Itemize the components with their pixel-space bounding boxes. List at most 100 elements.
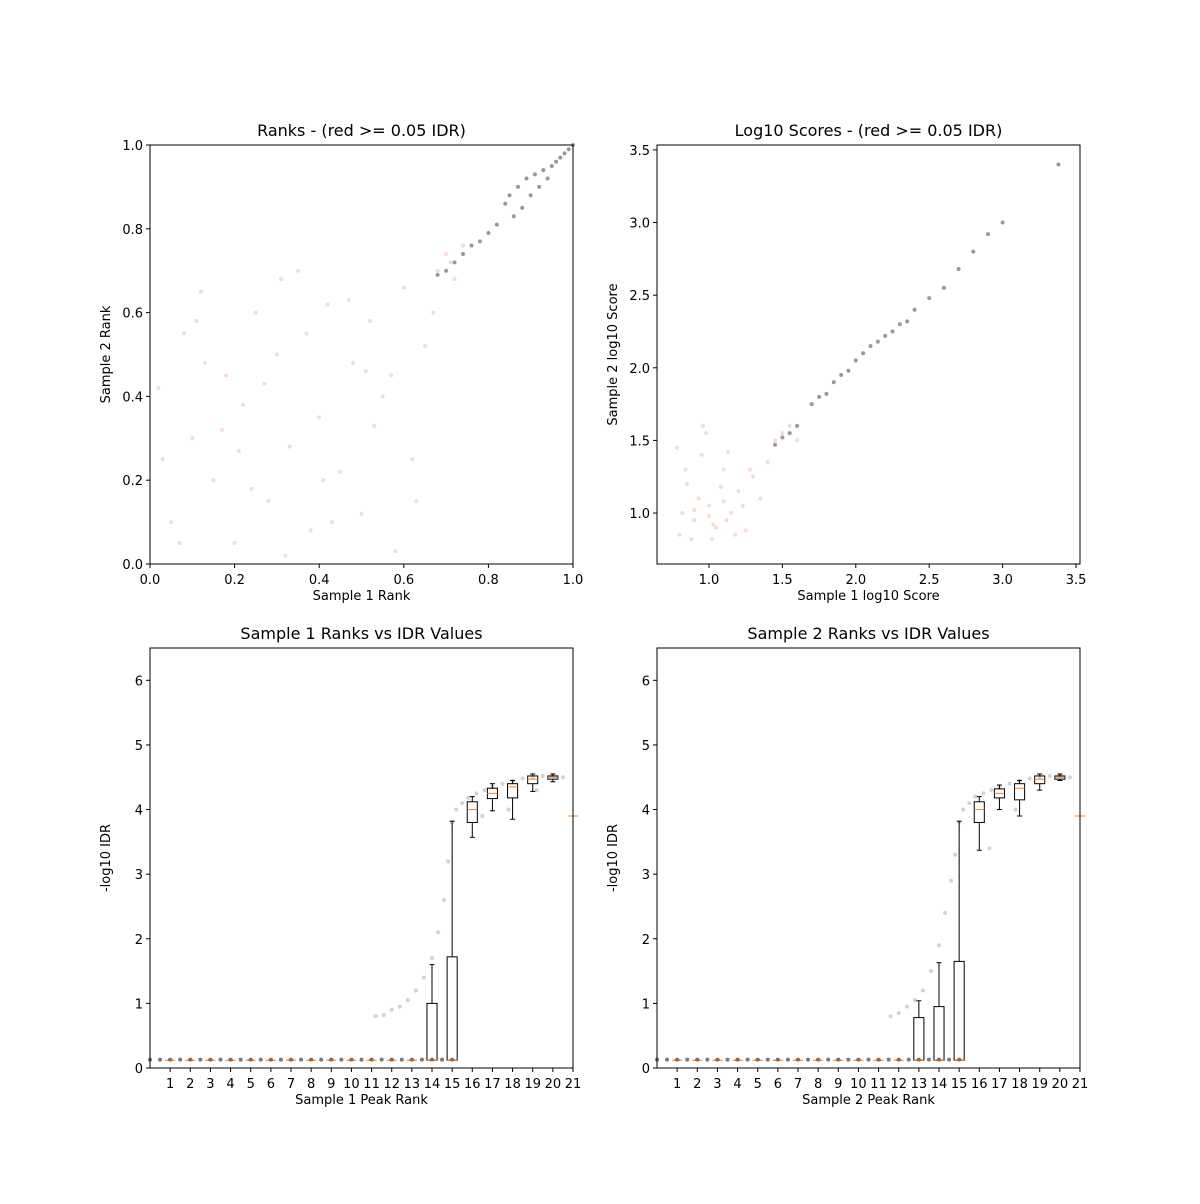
x-tick-label: 2 <box>186 1077 194 1092</box>
point <box>709 537 714 542</box>
x-tick-label: 15 <box>951 1077 968 1092</box>
point <box>912 998 917 1003</box>
point <box>824 391 829 396</box>
point <box>329 520 334 525</box>
y-tick-label: 2.5 <box>629 289 650 304</box>
point <box>309 1057 314 1062</box>
point <box>971 249 976 254</box>
x-axis-label: Sample 1 Peak Rank <box>295 1093 428 1108</box>
x-tick-label: 19 <box>1031 1077 1048 1092</box>
point <box>705 1057 710 1062</box>
x-tick-label: 11 <box>363 1077 380 1092</box>
point <box>232 541 237 546</box>
point <box>711 522 716 527</box>
point <box>537 184 542 189</box>
point <box>532 172 537 177</box>
point <box>160 457 165 462</box>
point <box>735 1057 740 1062</box>
box <box>527 775 539 785</box>
point <box>809 402 814 407</box>
x-tick-label: 6 <box>267 1077 275 1092</box>
point <box>317 415 322 420</box>
point <box>369 1057 374 1062</box>
point <box>927 296 932 301</box>
point <box>224 373 229 378</box>
point <box>413 988 418 993</box>
point <box>558 155 563 160</box>
point <box>765 1057 770 1062</box>
y-tick-label: 1 <box>642 997 650 1012</box>
x-tick-label: 4 <box>733 1077 741 1092</box>
point <box>725 1057 730 1062</box>
point <box>486 230 491 235</box>
x-tick-label: 14 <box>424 1077 441 1092</box>
x-tick-label: 13 <box>404 1077 421 1092</box>
point <box>695 1057 700 1062</box>
box <box>446 956 458 1061</box>
x-tick-label: 0.8 <box>478 573 499 588</box>
y-tick-label: 0.0 <box>122 558 143 573</box>
point <box>689 537 694 542</box>
point <box>985 232 990 237</box>
point <box>520 205 525 210</box>
point <box>474 791 479 796</box>
point <box>436 930 441 935</box>
point <box>168 1057 173 1062</box>
y-tick-label: 4 <box>642 804 650 819</box>
point <box>211 478 216 483</box>
point <box>248 1057 253 1062</box>
x-tick-label: 0.2 <box>224 573 245 588</box>
point <box>158 1057 163 1062</box>
point <box>875 339 880 344</box>
point <box>736 489 741 494</box>
point <box>549 163 554 168</box>
point <box>897 322 902 327</box>
y-tick-label: 3 <box>135 868 143 883</box>
point <box>274 352 279 357</box>
point <box>853 358 858 363</box>
point <box>780 435 785 440</box>
point <box>816 1057 821 1062</box>
chart-title: Ranks - (red >= 0.05 IDR) <box>257 121 466 140</box>
point <box>296 268 301 273</box>
x-tick-label: 5 <box>247 1077 255 1092</box>
point <box>389 373 394 378</box>
point <box>890 329 895 334</box>
y-tick-label: 6 <box>642 674 650 689</box>
x-tick-label: 21 <box>1072 1077 1089 1092</box>
x-axis-label: Sample 2 Peak Rank <box>802 1093 935 1108</box>
point <box>846 368 851 373</box>
point <box>304 331 309 336</box>
point <box>399 1057 404 1062</box>
chart-title: Log10 Scores - (red >= 0.05 IDR) <box>735 121 1003 140</box>
point <box>219 427 224 432</box>
point <box>916 1057 921 1062</box>
x-tick-label: 1.5 <box>772 573 793 588</box>
point <box>896 1011 901 1016</box>
x-tick-label: 21 <box>565 1077 582 1092</box>
y-tick-label: 4 <box>135 804 143 819</box>
point <box>876 1057 881 1062</box>
y-axis-label: -log10 IDR <box>606 824 621 892</box>
y-tick-label: 1.5 <box>629 434 650 449</box>
plot-frame <box>149 647 574 1069</box>
point <box>444 268 449 273</box>
point <box>442 898 447 902</box>
point <box>755 1057 760 1062</box>
chart-title: Sample 2 Ranks vs IDR Values <box>747 624 989 643</box>
point <box>677 532 682 537</box>
point <box>941 285 946 290</box>
box <box>953 960 965 1061</box>
point <box>208 1057 213 1062</box>
point <box>773 442 778 447</box>
point <box>435 272 440 277</box>
plot-frame <box>656 144 1081 565</box>
point <box>401 285 406 290</box>
x-tick-label: 14 <box>931 1077 948 1092</box>
point <box>866 1057 871 1062</box>
point <box>534 788 539 793</box>
x-tick-label: 12 <box>383 1077 400 1092</box>
y-tick-label: 1.0 <box>629 507 650 522</box>
x-tick-label: 15 <box>444 1077 461 1092</box>
point <box>961 807 966 812</box>
